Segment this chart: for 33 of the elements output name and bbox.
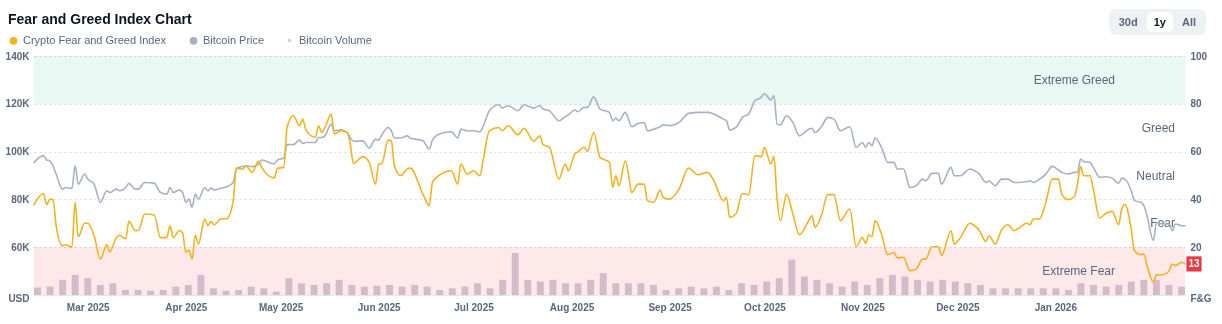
y2-tick-label: 100 — [1190, 50, 1208, 62]
x-tick-label: Sep 2025 — [648, 301, 693, 313]
x-tick-label: Dec 2025 — [936, 301, 980, 313]
y2-tick-label: 60 — [1190, 146, 1203, 158]
y2-tick-label: 80 — [1190, 98, 1203, 110]
x-tick-label: Jul 2025 — [454, 301, 495, 313]
annotation: Neutral — [1136, 168, 1175, 183]
x-tick-label: Jun 2025 — [357, 301, 401, 313]
legend-label: Crypto Fear and Greed Index — [23, 33, 167, 46]
y2-tick-label: 20 — [1190, 241, 1203, 253]
time-range-toggle: 30d 1y All — [1108, 9, 1206, 35]
data-label: 13 — [1188, 257, 1200, 269]
band-label: Extreme Greed — [1033, 72, 1115, 87]
y2-tick-label: 40 — [1190, 193, 1203, 205]
chart-title: Fear and Greed Index Chart — [8, 11, 192, 27]
band-label: Extreme Fear — [1042, 264, 1115, 279]
x-tick-label: May 2025 — [258, 301, 304, 313]
annotation: Greed — [1141, 120, 1175, 135]
x-tick-label: Apr 2025 — [165, 301, 208, 313]
y2-axis-title: F&G — [1190, 292, 1212, 304]
x-tick-label: Jan 2026 — [1034, 301, 1078, 313]
y-axis-title: USD — [8, 292, 30, 304]
x-tick-label: Nov 2025 — [841, 301, 886, 313]
x-tick-label: Mar 2025 — [66, 301, 111, 313]
legend-label: Bitcoin Price — [203, 33, 265, 46]
y-tick-label: 80K — [11, 193, 31, 205]
text: Bitcoin Volume — [299, 33, 372, 46]
y-tick-label: 140K — [5, 50, 31, 62]
x-tick-label: Oct 2025 — [744, 301, 787, 313]
y-tick-label: 120K — [5, 98, 31, 110]
y-tick-label: 60K — [11, 241, 31, 253]
x-tick-label: Aug 2025 — [549, 301, 595, 313]
y-tick-label: 100K — [5, 146, 31, 158]
